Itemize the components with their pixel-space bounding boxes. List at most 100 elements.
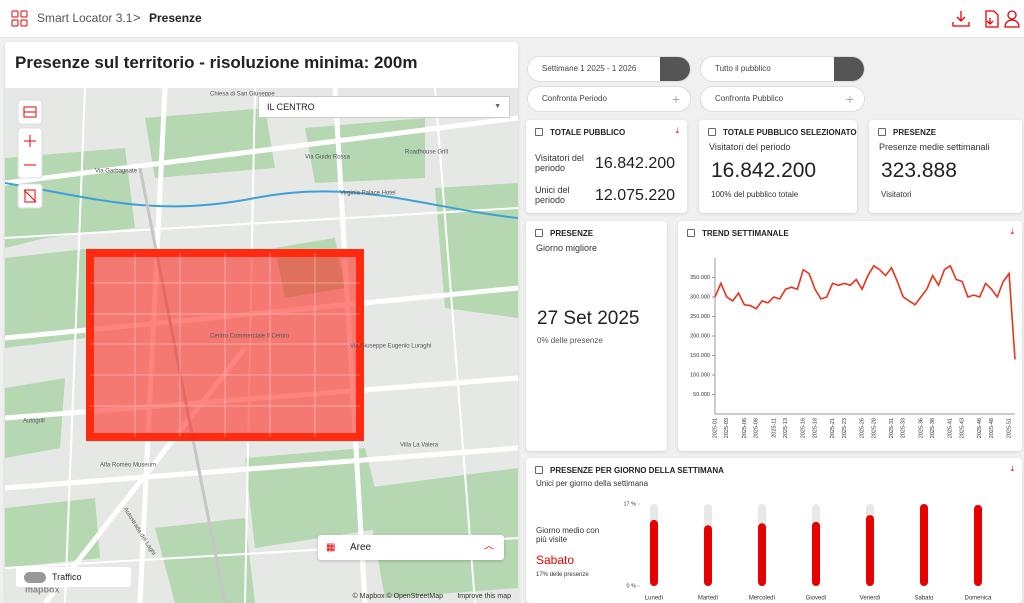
x-tick-label: 2025-01 <box>712 418 718 438</box>
download[interactable]: ⤓ <box>675 126 679 135</box>
card-total: TOTALE PUBBLICO ⤓ Visitatori del periodo … <box>526 120 687 213</box>
bar <box>704 525 712 586</box>
areas-caret: ︿ <box>484 541 494 552</box>
card-label: Giorno migliore <box>536 243 598 253</box>
y-tick-label: 300.000 <box>690 294 710 300</box>
card-value: 16.842.200 <box>711 159 817 182</box>
top-actions[interactable] <box>950 8 1020 30</box>
map-attribution: © Mapbox © OpenStreetMap <box>353 592 444 600</box>
share: 0% <box>537 336 549 345</box>
map-improve[interactable]: Improve this map <box>457 593 511 600</box>
x-tick-label: Sabato <box>914 596 934 602</box>
x-tick-label: Lunedì <box>645 596 664 602</box>
app-logo[interactable] <box>10 9 30 29</box>
map-label: Via Garbagnate <box>95 169 138 175</box>
download[interactable]: ⤓ <box>1010 227 1014 236</box>
summary-share-label: delle presenze <box>549 572 589 578</box>
row-value: 12.075.220 <box>595 187 676 204</box>
page-name: Presenze <box>149 11 202 25</box>
share-label: delle presenze <box>550 336 603 345</box>
chart-subtitle: Unici per giorno della settimana <box>536 479 649 488</box>
top-bar: Smart Locator 3.1 > Presenze <box>0 0 1024 38</box>
x-tick-label: Mercoledì <box>749 596 776 602</box>
map-label: Via Giuseppe Eugenio Luraghi <box>350 344 431 350</box>
calendar-button[interactable] <box>660 57 690 81</box>
map-label: Villa La Valera <box>400 443 439 449</box>
period-text: Settimane 1 2025 - 1 2026 <box>542 64 637 73</box>
bar <box>758 523 766 586</box>
y-tick-label: 0 % <box>627 583 637 589</box>
x-tick-label: 2025-06 <box>742 418 748 438</box>
traffic-label: Traffico <box>52 572 82 582</box>
y-tick-label: 350.000 <box>690 275 710 281</box>
weekday-chart: 0 % 17 % Lunedì Martedì Mercoledì Giovedì Vene… <box>623 501 992 602</box>
compare-audience[interactable]: Confronta Pubblico + <box>700 86 865 112</box>
row-label: Unici del periodo <box>535 185 570 205</box>
download[interactable]: ⤓ <box>1010 464 1014 473</box>
card-average: PRESENZE Presenze medie settimanali 323.… <box>869 120 1022 213</box>
card-label: Presenze medie settimanali <box>879 142 990 152</box>
map[interactable]: Chiesa di San Giuseppe Via Garbagnate Vi… <box>5 88 518 603</box>
compare-period[interactable]: Confronta Periodo + <box>527 86 691 112</box>
x-tick-label: 2025-51 <box>1007 418 1013 438</box>
areas-button[interactable]: Aree ▦ ︿ <box>318 535 504 560</box>
traffic-toggle[interactable]: Traffico <box>16 567 131 587</box>
dropdown-value: IL CENTRO <box>267 102 315 112</box>
audience-button[interactable] <box>834 57 864 81</box>
map-label: Autogrill <box>23 419 45 425</box>
dropdown-caret: ▼ <box>494 103 501 110</box>
x-tick-label: 2025-26 <box>860 418 866 438</box>
x-tick-label: 2025-36 <box>918 418 924 438</box>
trend-card: TREND SETTIMANALE ⤓ 50.000 100.000 150.000 2… <box>678 221 1022 451</box>
y-tick-label: 250.000 <box>690 314 710 320</box>
bar <box>974 504 982 586</box>
compare-audience-text: Confronta Pubblico <box>715 94 784 103</box>
map-label: Chiesa di San Giuseppe <box>210 92 275 98</box>
bar <box>866 515 874 586</box>
plus: + <box>845 91 854 107</box>
toggle[interactable] <box>24 572 46 583</box>
card-unit: Visitatori <box>881 190 912 199</box>
trend-line <box>714 264 1016 360</box>
row-label: Visitatori del periodo <box>535 153 584 173</box>
audience-filter[interactable]: Tutto il pubblico <box>700 56 865 82</box>
map-label: Alfa Romeo Museum <box>100 463 156 469</box>
summary-label: Giorno medio con più visite <box>536 526 600 544</box>
chart-title: PRESENZE PER GIORNO DELLA SETTIMANA <box>550 466 724 475</box>
app-name[interactable]: Smart Locator 3.1 <box>37 11 133 25</box>
areas-label: Aree <box>350 542 372 553</box>
bar <box>920 504 928 586</box>
area-dropdown[interactable]: IL CENTRO ▼ <box>258 96 510 118</box>
card-best-day: PRESENZE Giorno migliore 27 Set 2025 0% … <box>526 221 667 451</box>
x-tick-label: 2025-33 <box>901 418 907 438</box>
map-label: Centro Commerciale Il Centro <box>210 334 290 340</box>
period-filter[interactable]: Settimane 1 2025 - 1 2026 <box>527 56 691 82</box>
card-title: PRESENZE <box>893 128 937 137</box>
map-controls[interactable] <box>17 99 43 209</box>
audience-text: Tutto il pubblico <box>715 64 771 73</box>
areas-icon: ▦ <box>326 542 336 553</box>
map-title: Presenze sul territorio - risoluzione mi… <box>15 53 418 72</box>
mapbox-logo: mapbox <box>25 584 60 594</box>
x-tick-label: 2025-41 <box>948 418 954 438</box>
x-tick-label: 2025-11 <box>771 418 777 438</box>
card-value: 323.888 <box>881 159 957 182</box>
x-tick-label: 2025-08 <box>754 418 760 438</box>
x-tick-label: Venerdì <box>860 596 881 602</box>
breadcrumb-sep: > <box>133 10 141 25</box>
y-tick-label: 50.000 <box>693 392 710 398</box>
y-tick-label: 100.000 <box>690 372 710 378</box>
x-tick-label: 2025-16 <box>801 418 807 438</box>
map-label: Virginia Palace Hotel <box>340 191 396 197</box>
share-label: del pubblico totale <box>733 190 799 199</box>
card-title: PRESENZE <box>550 229 594 238</box>
card-label: Visitatori del periodo <box>709 142 791 152</box>
weekday-card: PRESENZE PER GIORNO DELLA SETTIMANA ⤓ Uni… <box>526 458 1022 603</box>
card-value: 27 Set 2025 <box>537 308 640 329</box>
x-tick-label: 2025-46 <box>977 418 983 438</box>
y-tick-label: 200.000 <box>690 333 710 339</box>
summary-share: 17% <box>536 572 549 578</box>
plus: + <box>671 91 680 107</box>
y-tick-label: 17 % <box>623 501 636 507</box>
